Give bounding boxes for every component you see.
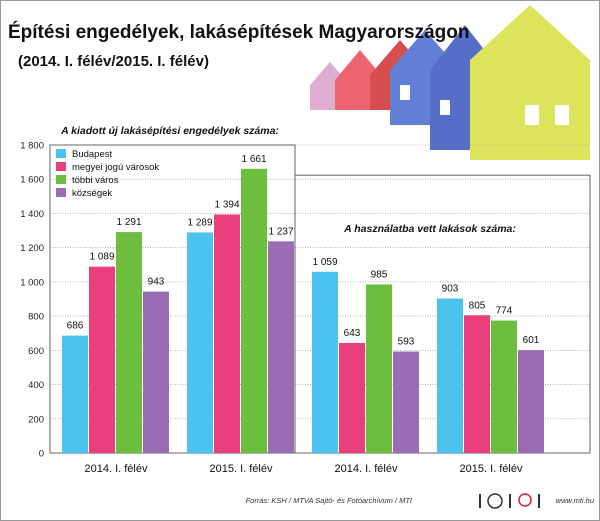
bar — [241, 168, 267, 454]
data-label: 903 — [442, 283, 459, 294]
source: Forrás: KSH / MTVA Sajtó- és Fotóarchívu… — [246, 496, 412, 505]
data-label: 1 089 — [89, 252, 114, 263]
legend-label: többi város — [72, 175, 119, 186]
bar — [366, 284, 392, 453]
data-label: 1 661 — [241, 154, 266, 165]
bar — [518, 350, 544, 453]
houses-illustration — [310, 5, 590, 160]
website: www.mti.hu — [556, 496, 595, 505]
legend-swatch — [56, 162, 66, 171]
data-label: 593 — [398, 337, 415, 348]
y-tick-label: 1 200 — [20, 243, 44, 254]
chart-area: 0 200 400 600 800 1 000 1 200 1 400 1 600 1 800 A … — [20, 125, 591, 475]
legend-swatch — [56, 175, 66, 184]
y-tick-label: 200 — [28, 414, 44, 425]
legend-label: Budapest — [72, 149, 113, 160]
bar — [491, 320, 517, 453]
bar — [187, 232, 213, 453]
bar — [214, 214, 240, 453]
x-tick-label: 2014. I. félév — [335, 463, 398, 475]
data-label: 686 — [67, 321, 84, 332]
bar — [437, 298, 463, 453]
legend-swatch — [56, 149, 66, 158]
bar — [143, 291, 169, 453]
data-label: 805 — [469, 300, 486, 311]
data-label: 601 — [523, 335, 540, 346]
legend-label: községek — [72, 188, 112, 199]
bar — [89, 266, 115, 453]
y-tick-label: 1 800 — [20, 141, 44, 152]
bar — [464, 315, 490, 453]
y-tick-label: 600 — [28, 346, 44, 357]
data-label: 1 291 — [116, 217, 141, 228]
mtva-logo — [487, 493, 503, 509]
data-label: 774 — [496, 306, 513, 317]
y-tick-label: 400 — [28, 380, 44, 391]
legend-swatch — [56, 188, 66, 197]
legend-label: megyei jogú városok — [72, 162, 159, 173]
data-label: 985 — [371, 269, 388, 280]
title: Építési engedélyek, lakásépítések Magyar… — [8, 21, 469, 43]
bar — [339, 342, 365, 453]
bar — [62, 335, 88, 453]
bar — [268, 241, 294, 453]
bar — [393, 351, 419, 453]
y-tick-label: 0 — [39, 449, 44, 460]
y-tick-label: 1 600 — [20, 175, 44, 186]
bar — [312, 271, 338, 453]
x-tick-label: 2015. I. félév — [460, 463, 523, 475]
x-tick-label: 2015. I. félév — [210, 463, 273, 475]
mti-logo — [518, 493, 532, 507]
panel-title: A kiadott új lakásépítési engedélyek szá… — [60, 125, 279, 137]
subtitle: (2014. I. félév/2015. I. félév) — [18, 53, 209, 70]
y-tick-label: 1 000 — [20, 277, 44, 288]
data-label: 1 237 — [268, 226, 293, 237]
bar — [116, 232, 142, 453]
y-tick-label: 800 — [28, 312, 44, 323]
data-label: 1 059 — [312, 257, 337, 268]
data-label: 643 — [344, 328, 361, 339]
data-label: 1 289 — [187, 217, 212, 228]
panel-title: A használatba vett lakások száma: — [343, 223, 516, 235]
data-label: 1 394 — [214, 199, 239, 210]
x-tick-label: 2014. I. félév — [85, 463, 148, 475]
data-label: 943 — [148, 277, 165, 288]
y-tick-label: 1 400 — [20, 209, 44, 220]
